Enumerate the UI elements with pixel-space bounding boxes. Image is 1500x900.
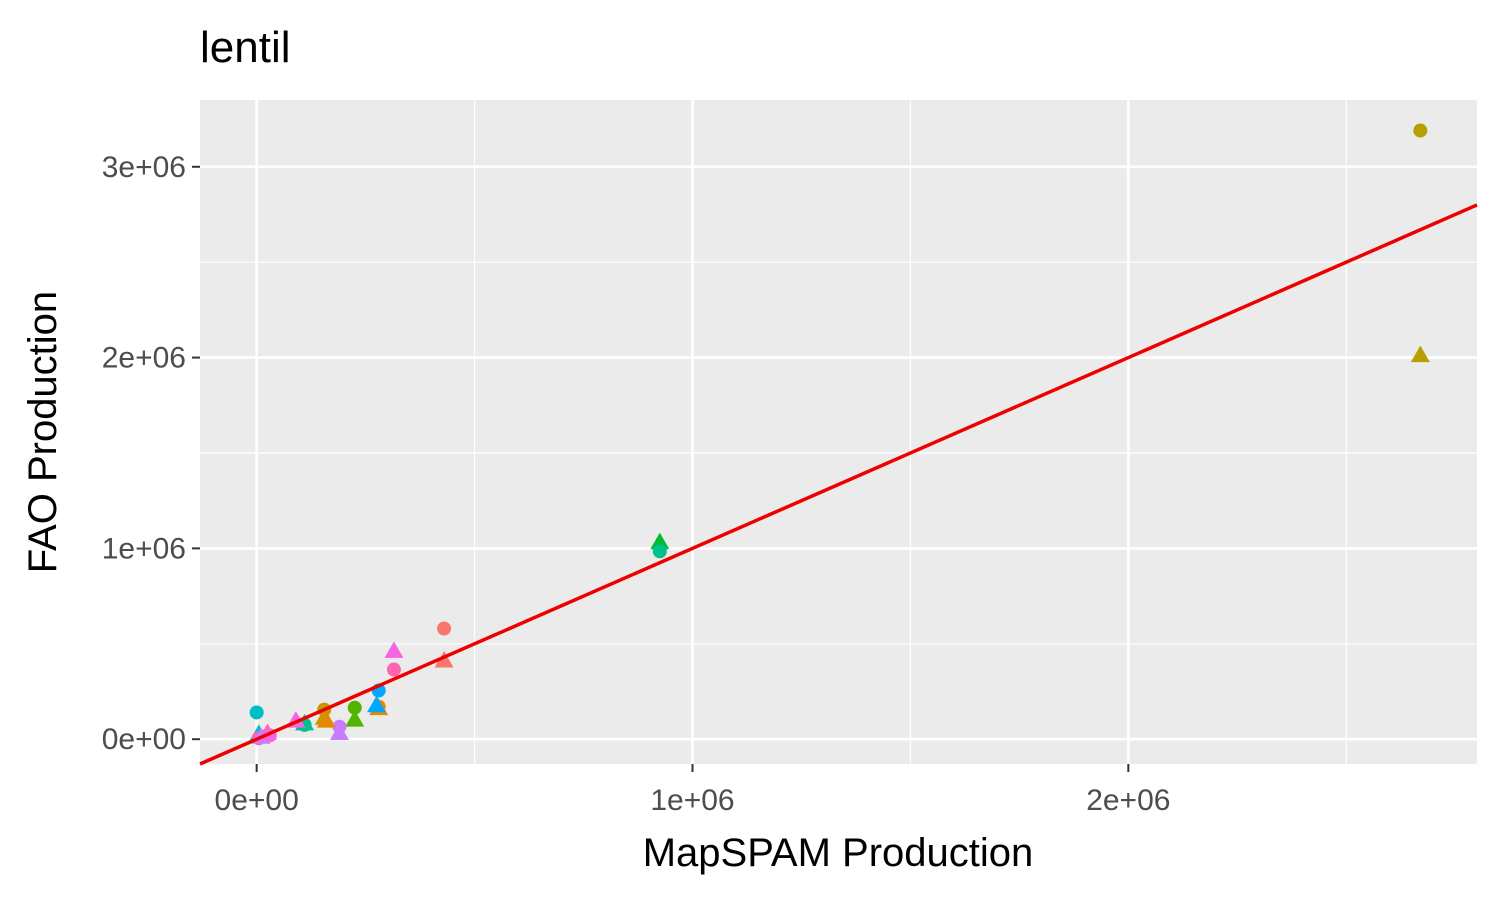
x-tick-label: 0e+00: [215, 784, 299, 817]
reference-line: [199, 203, 1478, 766]
y-tick-label: 0e+00: [102, 723, 186, 756]
data-point-triangle: [316, 711, 336, 728]
y-axis-tick-labels: 0e+00 1e+06 2e+06 3e+06: [102, 151, 186, 756]
data-point-circle: [347, 700, 362, 715]
data-point-triangle: [367, 695, 387, 713]
data-point-triangle: [329, 723, 349, 740]
data-points: [249, 123, 1430, 746]
data-point-circle: [386, 662, 401, 677]
y-tick-label: 1e+06: [102, 532, 186, 565]
y-axis-title: FAO Production: [21, 291, 65, 573]
data-point-circle: [249, 705, 264, 720]
data-point-triangle: [650, 532, 670, 550]
x-axis-title: MapSPAM Production: [643, 831, 1034, 875]
x-tick-label: 1e+06: [650, 784, 734, 817]
data-point-triangle: [434, 650, 454, 668]
data-point-triangle: [384, 641, 404, 658]
y-tick-label: 2e+06: [102, 342, 186, 375]
data-point-circle: [1413, 123, 1428, 138]
data-point-triangle: [1410, 345, 1430, 363]
x-axis-tick-labels: 0e+00 1e+06 2e+06: [215, 784, 1171, 817]
y-tick-label: 3e+06: [102, 151, 186, 184]
x-tick-label: 2e+06: [1086, 784, 1170, 817]
grid-lines: [200, 100, 1477, 764]
data-point-circle: [652, 544, 667, 559]
data-point-circle: [437, 621, 452, 636]
data-point-triangle: [345, 710, 365, 727]
chart-title: lentil: [200, 23, 291, 72]
plot-panel: [200, 100, 1477, 764]
axis-ticks: [192, 165, 1130, 772]
